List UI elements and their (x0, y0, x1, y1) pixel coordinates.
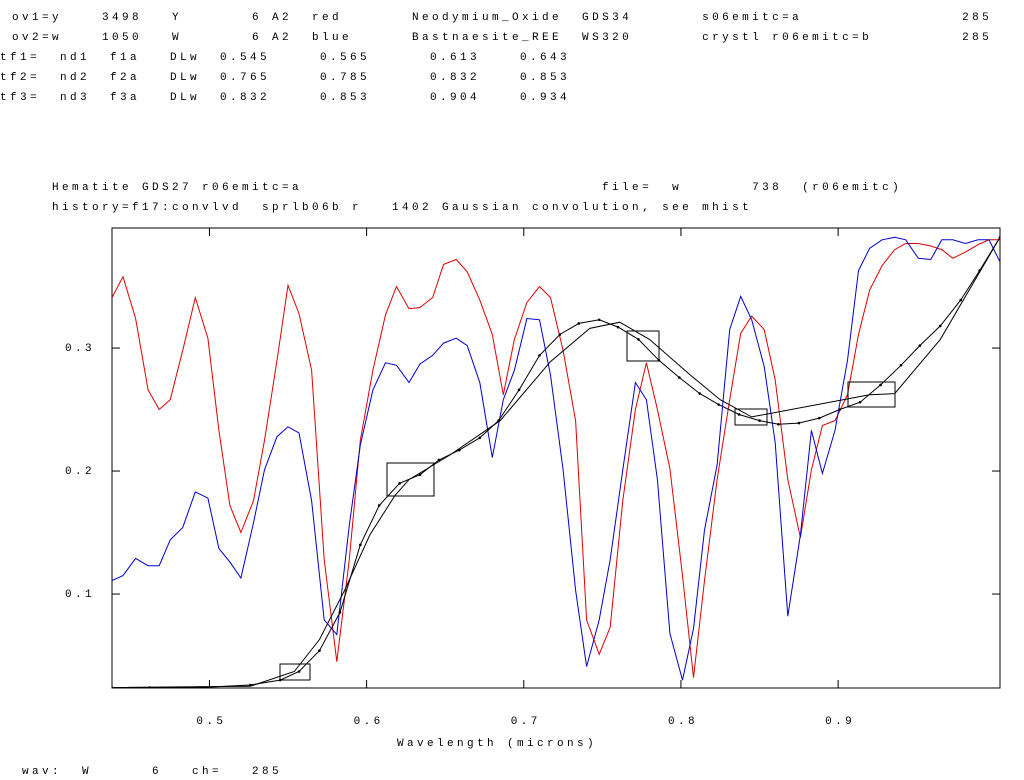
x-tick-label: 0.8 (668, 716, 698, 728)
point-marker (538, 354, 541, 357)
point-marker (418, 473, 422, 477)
point-marker (918, 344, 922, 347)
point-marker (777, 422, 780, 426)
point-marker (398, 482, 401, 485)
point-marker (637, 338, 640, 341)
series-line (112, 237, 1000, 688)
point-marker (597, 318, 601, 322)
x-tick-label: 0.6 (354, 716, 384, 728)
point-marker (858, 400, 862, 404)
header-line: tf3= nd3 f3a DLw 0.832 0.853 0.904 0.934 (0, 92, 570, 104)
point-marker (377, 504, 381, 507)
feature-box (734, 408, 768, 426)
point-marker (838, 408, 841, 411)
point-marker (558, 333, 562, 336)
point-marker (737, 413, 741, 416)
point-marker (338, 611, 342, 614)
point-marker (616, 325, 620, 329)
header: ov1=y 3498 Y 6 A2 red Neodymium_Oxide GD… (0, 12, 992, 104)
point-marker (717, 403, 720, 406)
point-marker (577, 322, 581, 325)
point-marker (797, 421, 801, 425)
y-tick-label: 0.1 (65, 589, 95, 601)
point-marker (478, 436, 482, 440)
chart-title: Hematite GDS27 r06emitc=a file= w 738 (r… (52, 182, 902, 194)
point-marker (318, 649, 321, 652)
header-line: tf2= nd2 f2a DLw 0.765 0.785 0.832 0.853 (0, 72, 570, 84)
footer: wav: W 6 ch= 285 (12, 766, 282, 778)
x-tick-label: 0.5 (196, 716, 226, 728)
point-marker (297, 670, 301, 673)
series-line (112, 236, 1000, 681)
point-marker (517, 388, 521, 392)
point-marker (899, 363, 903, 367)
x-axis-label: Wavelength (microns) (397, 738, 597, 750)
point-marker (879, 383, 882, 387)
x-tick-label: 0.7 (511, 716, 541, 728)
feature-boxes (279, 330, 896, 681)
point-marker (698, 392, 702, 395)
feature-box (847, 381, 896, 408)
point-marker (959, 298, 963, 302)
plot-area (112, 236, 1000, 688)
header-line: ov1=y 3498 Y 6 A2 red Neodymium_Oxide GD… (2, 12, 992, 24)
point-marker (817, 416, 821, 420)
series-line (112, 239, 1000, 678)
chart-subtitle: history=f17:convlvd sprlb06b r 1402 Gaus… (52, 202, 752, 214)
feature-box (386, 462, 435, 497)
point-marker (938, 324, 942, 328)
point-marker (758, 419, 761, 422)
point-marker (678, 376, 681, 379)
header-line: tf1= nd1 f1a DLw 0.545 0.565 0.613 0.643 (0, 52, 570, 64)
point-marker (359, 543, 362, 547)
x-tick-label: 0.9 (825, 716, 855, 728)
point-marker (437, 458, 441, 462)
y-tick-label: 0.3 (65, 343, 95, 355)
feature-box (626, 330, 660, 362)
plot-frame (111, 227, 1001, 689)
feature-box (279, 663, 311, 681)
header-line: ov2=w 1050 W 6 A2 blue Bastnaesite_REE W… (2, 32, 992, 44)
y-tick-label: 0.2 (65, 466, 95, 478)
series-line (112, 237, 1000, 688)
